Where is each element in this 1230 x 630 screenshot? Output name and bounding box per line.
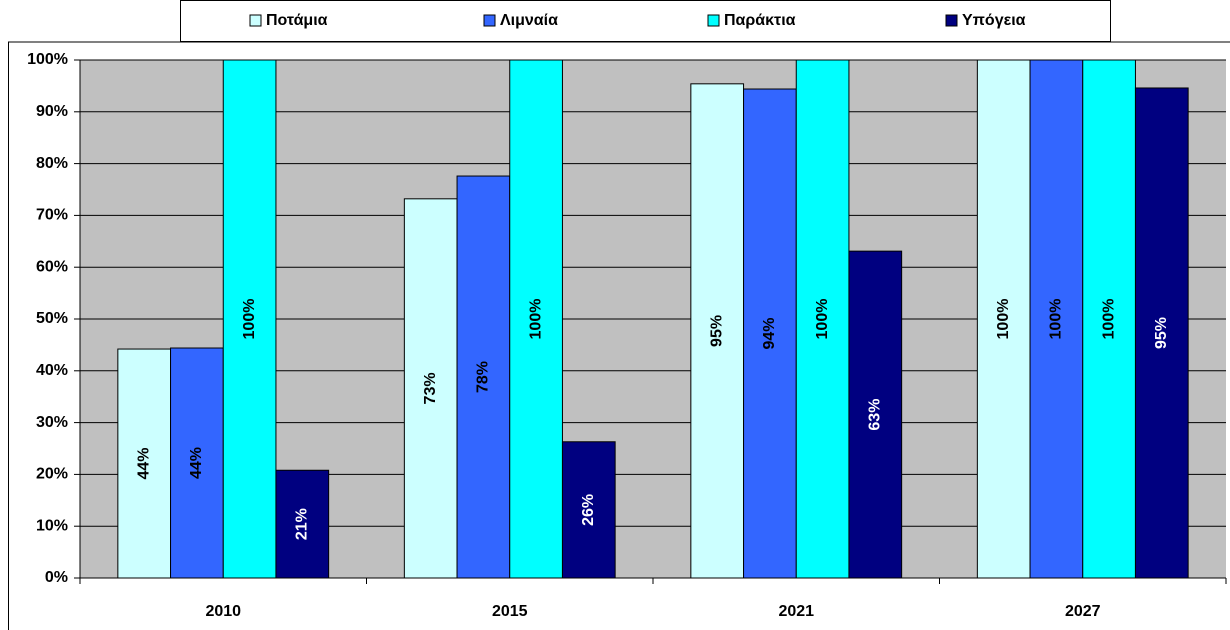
- y-tick-label: 10%: [36, 517, 68, 534]
- y-tick-label: 70%: [36, 207, 68, 224]
- bar: [170, 347, 224, 579]
- y-tick-label: 100%: [27, 51, 68, 68]
- value-label: 21%: [294, 508, 311, 540]
- bar: [456, 175, 511, 579]
- value-label: 26%: [580, 494, 597, 526]
- bar: [403, 198, 458, 579]
- legend-swatch: [483, 14, 496, 27]
- value-label: 44%: [135, 448, 152, 480]
- value-label: 100%: [241, 299, 258, 340]
- bar: [690, 83, 745, 579]
- legend-label: Παράκτια: [724, 12, 796, 29]
- value-label: 94%: [761, 317, 778, 349]
- bar: [795, 59, 850, 579]
- bar: [976, 59, 1031, 579]
- x-tick-label: 2027: [1065, 603, 1101, 620]
- y-tick-label: 80%: [36, 155, 68, 172]
- legend-label: Υπόγεια: [962, 12, 1026, 29]
- y-tick-label: 30%: [36, 414, 68, 431]
- bar: [561, 441, 616, 579]
- x-tick-label: 2021: [778, 603, 814, 620]
- bar: [1134, 87, 1189, 579]
- legend-swatch: [707, 14, 720, 27]
- y-tick-label: 60%: [36, 258, 68, 275]
- legend-swatch: [249, 14, 262, 27]
- value-label: 100%: [814, 299, 831, 340]
- legend-swatch: [945, 14, 958, 27]
- bar: [509, 59, 563, 579]
- value-label: 95%: [1153, 317, 1170, 349]
- bar: [275, 469, 330, 579]
- value-label: 100%: [1100, 299, 1117, 340]
- y-tick-label: 20%: [36, 466, 68, 483]
- value-label: 100%: [995, 299, 1012, 340]
- value-label: 95%: [708, 315, 725, 347]
- bar: [222, 59, 277, 579]
- value-label: 44%: [188, 447, 205, 479]
- value-label: 63%: [867, 399, 884, 431]
- bar: [743, 88, 797, 579]
- y-tick-label: 40%: [36, 362, 68, 379]
- value-label: 73%: [422, 372, 439, 404]
- y-tick-label: 50%: [36, 310, 68, 327]
- bar: [1029, 59, 1084, 579]
- legend-label: Λιμναία: [500, 12, 558, 29]
- bar: [117, 348, 172, 579]
- x-tick-label: 2010: [205, 603, 241, 620]
- bar: [1082, 59, 1136, 579]
- bar: [848, 250, 903, 579]
- y-tick-label: 0%: [45, 569, 68, 586]
- value-label: 78%: [475, 361, 492, 393]
- y-tick-label: 90%: [36, 103, 68, 120]
- value-label: 100%: [1048, 299, 1065, 340]
- value-label: 100%: [527, 299, 544, 340]
- x-tick-label: 2015: [492, 603, 528, 620]
- legend-label: Ποτάμια: [266, 12, 328, 29]
